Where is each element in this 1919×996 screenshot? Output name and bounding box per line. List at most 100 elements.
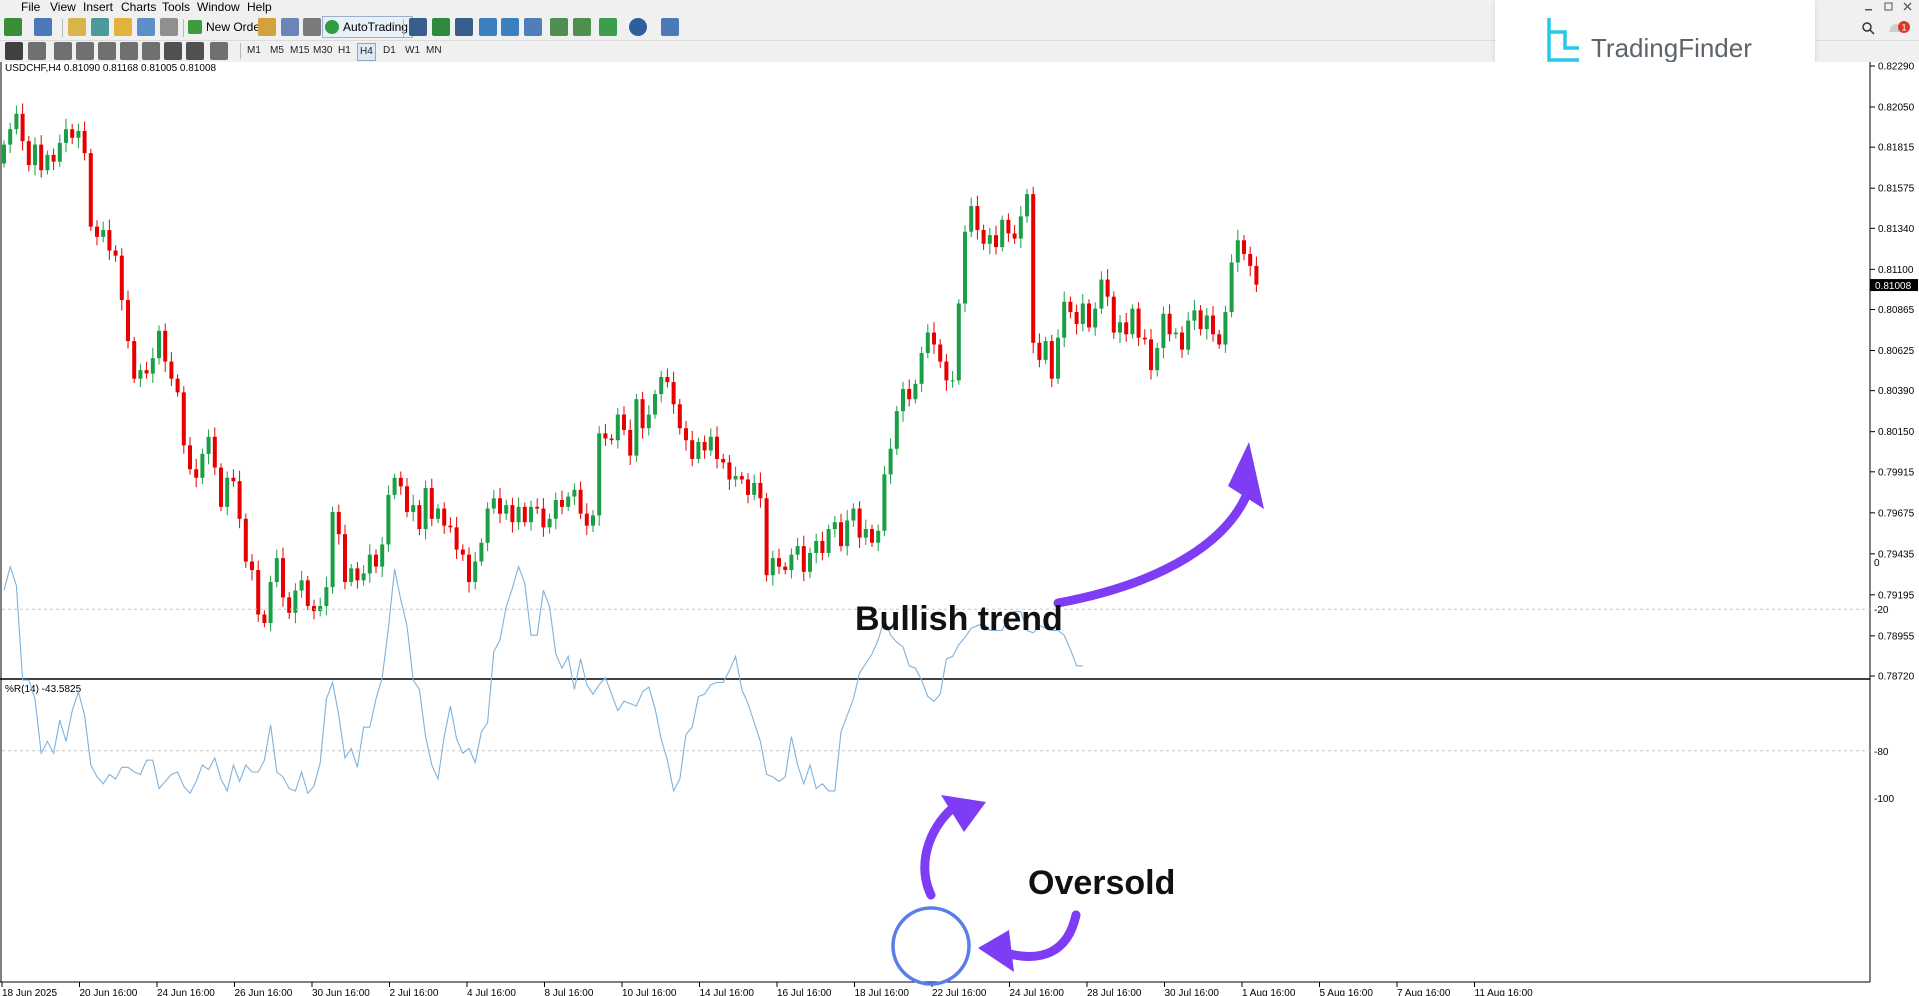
menu-insert[interactable]: Insert <box>83 0 114 14</box>
tile-windows-icon[interactable] <box>524 18 542 36</box>
candle-body <box>634 399 639 456</box>
price-chart[interactable]: USDCHF,H4 0.81090 0.81168 0.81005 0.8100… <box>2 62 1918 683</box>
shapes-icon[interactable] <box>210 42 228 60</box>
candle-body <box>107 230 112 251</box>
candle-body <box>355 568 360 581</box>
price-tick-label: 0.80390 <box>1878 386 1915 397</box>
candle-body <box>1068 301 1073 313</box>
text-label-icon[interactable] <box>186 42 204 60</box>
candle-body <box>708 436 713 451</box>
candle-body <box>287 597 292 613</box>
restore-icon[interactable] <box>1884 2 1893 11</box>
candle-body <box>386 494 391 545</box>
close-icon[interactable] <box>1903 2 1912 11</box>
candle-body <box>987 235 992 244</box>
zoom-out-icon[interactable] <box>501 18 519 36</box>
candle-body <box>746 479 750 495</box>
candle-body <box>1229 262 1234 313</box>
candle-body <box>256 570 261 615</box>
line-chart-icon[interactable] <box>455 18 473 36</box>
profiles-icon[interactable] <box>34 18 52 36</box>
candlestick-icon[interactable] <box>432 18 450 36</box>
candle-body <box>560 500 564 507</box>
cursor-icon[interactable] <box>5 42 23 60</box>
periods-icon[interactable] <box>629 18 647 36</box>
candle-body <box>591 515 595 526</box>
market-icon[interactable] <box>281 18 299 36</box>
candle-body <box>293 590 298 613</box>
trendline-icon[interactable] <box>98 42 116 60</box>
chart-window[interactable]: USDCHF,H4 0.81090 0.81168 0.81005 0.8100… <box>0 62 1919 996</box>
templates-icon[interactable] <box>661 18 679 36</box>
metaeditor-icon[interactable] <box>258 18 276 36</box>
candle-body <box>1080 303 1085 325</box>
candle-body <box>336 511 341 535</box>
text-icon[interactable] <box>164 42 182 60</box>
timeframe-m30[interactable]: M30 <box>313 45 333 56</box>
candle-body <box>1136 308 1141 338</box>
menu-tools[interactable]: Tools <box>162 0 191 14</box>
channel-icon[interactable] <box>120 42 138 60</box>
menu-file[interactable]: File <box>21 0 41 14</box>
timeframe-d1[interactable]: D1 <box>383 45 396 56</box>
autoscroll-icon[interactable] <box>573 18 591 36</box>
navigator-icon[interactable] <box>91 18 109 36</box>
strategy-tester-icon[interactable] <box>160 18 178 36</box>
candle-body <box>1118 322 1122 333</box>
chart-shift-icon[interactable] <box>550 18 568 36</box>
candle-body <box>417 505 422 530</box>
williams-r-indicator[interactable]: %R(14) -43.5825 0 -20 -80 -100 <box>2 558 1894 805</box>
candle-body <box>944 361 949 381</box>
oversold-arrowhead-icon <box>978 930 1014 972</box>
terminal-icon[interactable] <box>137 18 155 36</box>
timeframe-mn[interactable]: MN <box>426 45 442 56</box>
time-tick-label: 5 Aug 16:00 <box>1320 988 1374 996</box>
data-window-icon[interactable] <box>114 18 132 36</box>
fibonacci-icon[interactable] <box>142 42 160 60</box>
candle-body <box>981 230 986 244</box>
timeframe-w1[interactable]: W1 <box>405 45 420 56</box>
timeframe-m5[interactable]: M5 <box>270 45 284 56</box>
candle-body <box>969 206 974 232</box>
candle-body <box>20 113 25 142</box>
candle-body <box>343 534 347 583</box>
candle-body <box>739 476 744 480</box>
horizontal-line-icon[interactable] <box>76 42 94 60</box>
candle-body <box>1155 347 1160 371</box>
bar-chart-icon[interactable] <box>409 18 427 36</box>
timeframe-h1[interactable]: H1 <box>338 45 351 56</box>
new-chart-icon[interactable] <box>4 18 22 36</box>
indicators-icon[interactable] <box>599 18 617 36</box>
time-tick-label: 24 Jun 16:00 <box>157 988 215 996</box>
candle-body <box>175 378 180 393</box>
candle-body <box>491 498 496 509</box>
candle-body <box>715 436 719 459</box>
minimize-icon[interactable] <box>1865 9 1872 11</box>
candle-body <box>1180 332 1184 350</box>
menu-help[interactable]: Help <box>247 0 272 14</box>
candle-body <box>919 353 924 384</box>
menu-charts[interactable]: Charts <box>121 0 157 14</box>
candle-body <box>789 554 794 571</box>
new-order-button[interactable]: New Order <box>186 17 264 37</box>
candle-body <box>882 474 887 531</box>
crosshair-icon[interactable] <box>28 42 46 60</box>
menu-window[interactable]: Window <box>197 0 240 14</box>
candle-body <box>392 477 397 495</box>
candle-body <box>429 488 434 519</box>
signals-icon[interactable] <box>303 18 321 36</box>
candle-body <box>529 506 533 523</box>
time-tick-label: 22 Jul 16:00 <box>932 988 987 996</box>
search-icon[interactable] <box>1862 22 1872 32</box>
zoom-in-icon[interactable] <box>479 18 497 36</box>
candle-body <box>597 433 602 516</box>
market-watch-icon[interactable] <box>68 18 86 36</box>
timeframe-m15[interactable]: M15 <box>290 45 310 56</box>
autotrading-button[interactable]: AutoTrading <box>322 16 413 38</box>
menu-view[interactable]: View <box>50 0 76 14</box>
timeframe-m1[interactable]: M1 <box>247 45 261 56</box>
vertical-line-icon[interactable] <box>54 42 72 60</box>
timeframe-h4[interactable]: H4 <box>357 43 376 61</box>
candle-body <box>243 518 248 562</box>
candle-body <box>1248 253 1253 266</box>
